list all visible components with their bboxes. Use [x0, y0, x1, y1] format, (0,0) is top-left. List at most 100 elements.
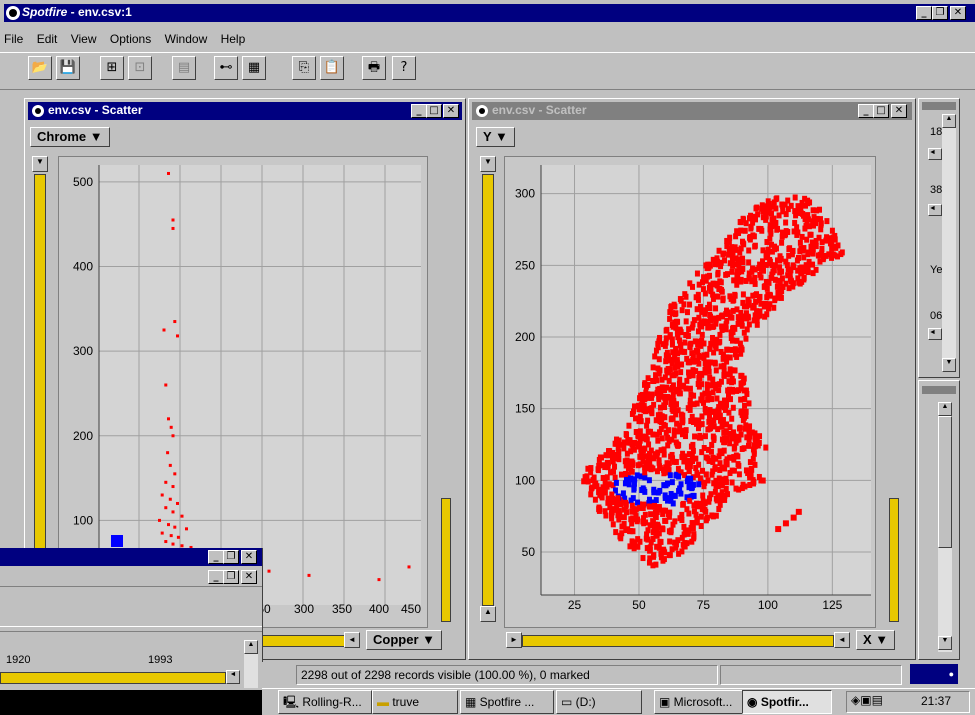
- right-x-slider[interactable]: ► ◄: [506, 632, 852, 650]
- left-plot-titlebar[interactable]: env.csv - Scatter: [28, 102, 462, 120]
- details-icon[interactable]: ▦: [242, 56, 266, 80]
- taskbar-item-drive[interactable]: ▭ (D:): [556, 690, 642, 714]
- help-icon[interactable]: ?: [392, 56, 416, 80]
- query-handle-1[interactable]: ◄: [928, 148, 942, 160]
- right-y-slider-bar[interactable]: [482, 174, 494, 606]
- query-bottom-scroll-thumb[interactable]: [938, 416, 952, 548]
- app-minimize-button[interactable]: _: [916, 6, 932, 20]
- right-point: [729, 379, 735, 386]
- taskbar-item-truve[interactable]: ▬ truve: [372, 690, 458, 714]
- overlap-range-slider[interactable]: [0, 672, 226, 684]
- right-plot-area[interactable]: 300 250 200 150 100 50 25 50 75 100 125: [504, 156, 876, 628]
- right-point: [686, 371, 692, 378]
- overlap-child-restore-button[interactable]: ❐: [223, 570, 239, 584]
- right-scatter-svg[interactable]: 300 250 200 150 100 50 25 50 75 100 125: [505, 157, 875, 627]
- right-x-slider-bar[interactable]: [522, 635, 834, 647]
- overlap-close-button[interactable]: ✕: [241, 550, 257, 564]
- query-scroll-down[interactable]: ▼: [942, 358, 956, 372]
- right-point: [757, 271, 763, 278]
- menu-edit[interactable]: Edit: [36, 32, 58, 46]
- query-handle-4[interactable]: ◄: [928, 328, 942, 340]
- right-plot-titlebar[interactable]: env.csv - Scatter: [472, 102, 912, 120]
- query-panel-bottom-scrollbar[interactable]: ▲ ▼: [938, 402, 952, 652]
- left-plot-maximize-button[interactable]: □: [426, 104, 442, 118]
- left-y-axis-selector[interactable]: Chrome ▼: [30, 127, 110, 147]
- right-point: [751, 213, 757, 220]
- app-titlebar[interactable]: Spotfire - env.csv:1: [22, 4, 975, 22]
- app-close-button[interactable]: ✕: [950, 6, 966, 20]
- left-x-slider-bar[interactable]: [260, 635, 346, 647]
- query-handle-2[interactable]: ◄: [928, 204, 942, 216]
- app-restore-button[interactable]: ❐: [932, 6, 948, 20]
- left-right-slider[interactable]: [440, 498, 452, 622]
- overlap-range-handle[interactable]: ◄: [226, 670, 240, 684]
- right-plot-window-icon[interactable]: [474, 103, 490, 122]
- query-panel-top-titlebar[interactable]: [922, 102, 956, 110]
- left-plot-close-button[interactable]: ✕: [443, 104, 459, 118]
- right-right-slider-bar[interactable]: [889, 498, 899, 622]
- left-plot-window-icon[interactable]: [30, 103, 46, 122]
- taskbar-item-spotfire-active[interactable]: ◉ Spotfir...: [742, 690, 832, 714]
- overlap-minimize-button[interactable]: _: [208, 550, 224, 564]
- menu-file[interactable]: File: [4, 32, 24, 46]
- new-bar-icon[interactable]: ▤: [172, 56, 196, 80]
- right-y-slider[interactable]: ▼ ▲: [480, 156, 496, 626]
- left-y-slider-top-handle[interactable]: ▼: [32, 156, 48, 172]
- right-right-slider[interactable]: [888, 498, 900, 622]
- right-x-slider-left-handle[interactable]: ►: [506, 632, 522, 648]
- menu-help[interactable]: Help: [220, 32, 246, 46]
- overlap-titlebar[interactable]: [0, 548, 262, 566]
- left-right-slider-bar[interactable]: [441, 498, 451, 622]
- right-x-axis-selector[interactable]: X ▼: [856, 630, 896, 650]
- right-point: [839, 249, 845, 256]
- query-scroll-up[interactable]: ▲: [942, 114, 956, 128]
- taskbar-item-microsoft[interactable]: ▣ Microsoft...: [654, 690, 744, 714]
- left-x-slider[interactable]: ◄: [260, 632, 364, 650]
- right-point: [640, 555, 646, 562]
- left-plot-minimize-button[interactable]: _: [411, 104, 427, 118]
- right-point: [674, 361, 680, 368]
- overlap-scrollbar[interactable]: ▲: [244, 640, 258, 688]
- taskbar-item-spotfire-1[interactable]: ▦ Spotfire ...: [460, 690, 554, 714]
- right-point: [729, 346, 735, 353]
- query-bottom-scroll-up[interactable]: ▲: [938, 402, 952, 416]
- right-y-slider-top-handle[interactable]: ▼: [480, 156, 496, 172]
- overlap-child-minimize-button[interactable]: _: [208, 570, 224, 584]
- menu-window[interactable]: Window: [164, 32, 208, 46]
- right-plot-minimize-button[interactable]: _: [858, 104, 874, 118]
- right-y-slider-bottom-handle[interactable]: ▲: [480, 606, 496, 622]
- right-plot-close-button[interactable]: ✕: [891, 104, 907, 118]
- right-x-slider-right-handle[interactable]: ◄: [834, 632, 850, 648]
- query-device-icon[interactable]: ⊷: [214, 56, 238, 80]
- left-x-axis-selector[interactable]: Copper ▼: [366, 630, 442, 650]
- print-icon[interactable]: 🖶: [362, 56, 386, 80]
- right-point: [607, 504, 613, 511]
- app-icon[interactable]: [4, 4, 22, 22]
- right-point: [744, 434, 750, 441]
- right-y-axis-selector[interactable]: Y ▼: [476, 127, 515, 147]
- left-x-slider-handle[interactable]: ◄: [344, 632, 360, 648]
- right-point: [713, 455, 719, 462]
- menu-options[interactable]: Options: [109, 32, 152, 46]
- right-plot-maximize-button[interactable]: □: [873, 104, 889, 118]
- right-y-tick-label: 200: [515, 330, 535, 344]
- overlap-scroll-up[interactable]: ▲: [244, 640, 258, 654]
- query-panel-top-scrollbar[interactable]: ▲ ▼: [942, 114, 956, 372]
- left-y-slider[interactable]: ▼: [32, 156, 48, 626]
- save-icon[interactable]: 💾: [56, 56, 80, 80]
- right-point: [797, 248, 803, 255]
- right-point: [734, 272, 740, 279]
- copy-icon[interactable]: ⎘: [292, 56, 316, 80]
- tray-icons[interactable]: ◈▣▤: [851, 693, 883, 707]
- new-scatter3d-icon[interactable]: ⊡: [128, 56, 152, 80]
- overlap-child-close-button[interactable]: ✕: [241, 570, 257, 584]
- right-point: [690, 372, 696, 379]
- paste-icon[interactable]: 📋: [320, 56, 344, 80]
- taskbar-item-rolling[interactable]: 🖳 Rolling-R...: [278, 690, 372, 714]
- overlap-restore-button[interactable]: ❐: [223, 550, 239, 564]
- open-icon[interactable]: 📂: [28, 56, 52, 80]
- new-scatter-icon[interactable]: ⊞: [100, 56, 124, 80]
- query-panel-bottom-titlebar[interactable]: [922, 386, 956, 394]
- query-bottom-scroll-down[interactable]: ▼: [938, 636, 952, 650]
- menu-view[interactable]: View: [70, 32, 97, 46]
